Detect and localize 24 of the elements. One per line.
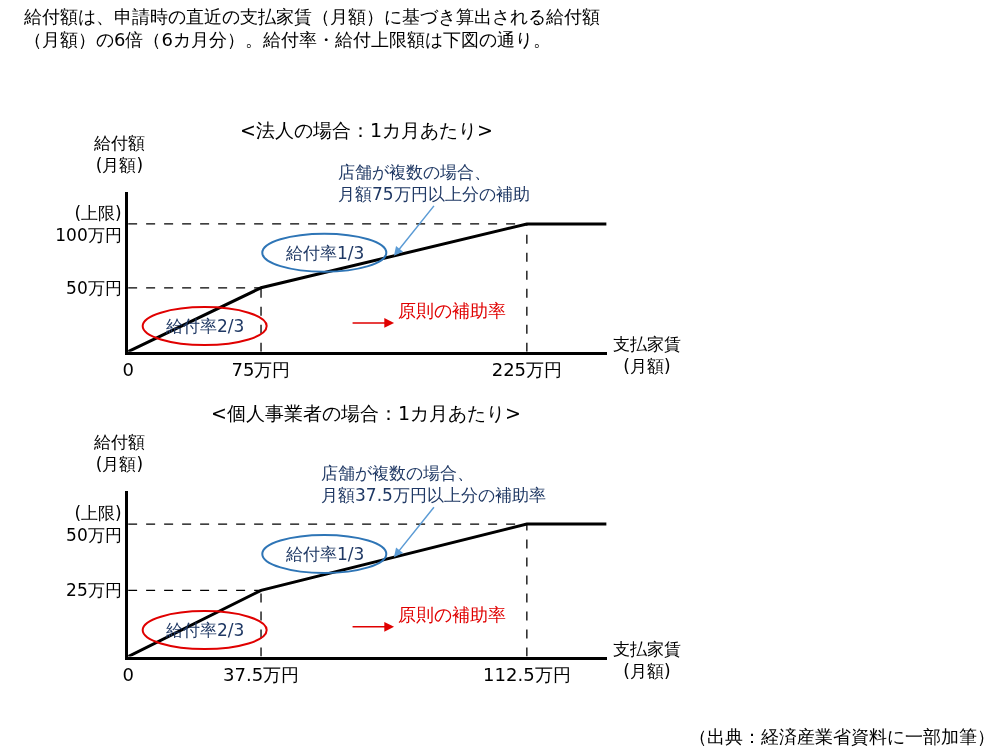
annotation: 店舗が複数の場合、月額37.5万円以上分の補助率: [321, 463, 546, 506]
text: （出典：経済産業省資料に一部加筆）: [689, 726, 995, 747]
annotation: 給付率1/3: [285, 544, 365, 564]
annotation: 原則の補助率: [398, 300, 506, 321]
annotation: 店舗が複数の場合、月額75万円以上分の補助: [338, 162, 530, 205]
annotation: 給付率1/3: [285, 243, 365, 263]
y-tick-label: 50万円: [66, 277, 122, 298]
annotation: 原則の補助率: [398, 604, 506, 625]
chart-title: <個人事業者の場合：1カ月あたり>: [211, 402, 521, 424]
y-tick-label: (上限) 50万円: [66, 502, 122, 546]
x-tick-label: 112.5万円: [483, 664, 571, 686]
text: 給付額は、申請時の直近の支払家賃（月額）に基づき算出される給付額（月額）の6倍（6カ月分）。給付率・給付上限額は下図の通り。: [23, 6, 600, 51]
chart-title: <法人の場合：1カ月あたり>: [240, 119, 493, 141]
x-tick-label: 75万円: [231, 359, 291, 381]
y-axis-title: 給付額 (月額): [93, 133, 145, 176]
x-axis-title: 支払家賃 (月額): [613, 334, 681, 377]
x-axis-title: 支払家賃 (月額): [613, 639, 681, 682]
x-tick-label: 37.5万円: [222, 664, 300, 686]
y-tick-label: 25万円: [66, 580, 122, 601]
y-axis-title: 給付額 (月額): [93, 432, 145, 475]
x-tick-label: 225万円: [491, 359, 563, 381]
x-tick-label: 0: [122, 664, 134, 686]
x-tick-label: 0: [122, 359, 134, 381]
y-tick-label: (上限) 100万円: [55, 202, 122, 245]
